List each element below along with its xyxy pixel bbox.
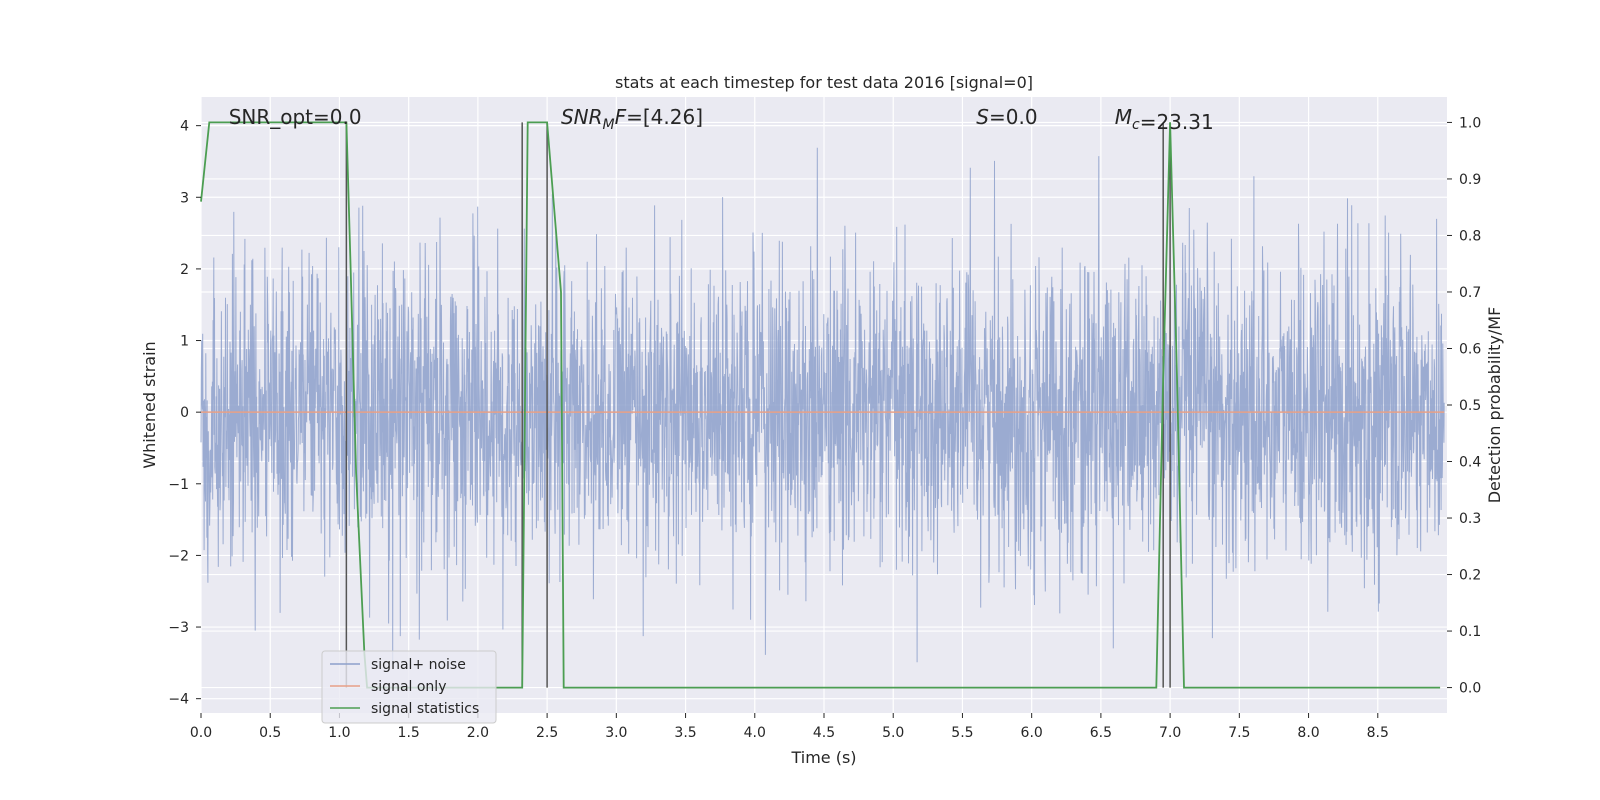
x-tick-label: 7.5 xyxy=(1228,725,1250,741)
x-tick-label: 5.5 xyxy=(951,725,973,741)
annotation-label: SNR_opt=0.0 xyxy=(229,105,362,129)
x-tick-label: 6.5 xyxy=(1090,725,1112,741)
y2-tick-label: 0.5 xyxy=(1459,398,1481,414)
y2-tick-label: 0.0 xyxy=(1459,681,1481,697)
x-axis-label: Time (s) xyxy=(790,748,856,767)
x-tick-label: 4.5 xyxy=(813,725,835,741)
y2-tick-label: 1.0 xyxy=(1459,115,1481,131)
y-tick-label: −1 xyxy=(168,477,189,493)
legend-box xyxy=(321,650,497,724)
legend-label-noise: signal+ noise xyxy=(371,657,466,673)
y2-tick-label: 0.8 xyxy=(1459,228,1481,244)
y2-tick-label: 0.3 xyxy=(1459,511,1481,527)
x-tick-label: 6.0 xyxy=(1021,725,1043,741)
noise-series xyxy=(200,147,1445,665)
ticks: 0.0 0.5 1.0 1.5 2.0 2.5 3.0 3.5 4.0 4.5 5.0 5.5 6.0 6… xyxy=(168,115,1481,741)
y-tick-label: 1 xyxy=(180,334,189,350)
annotations: SNR_opt=0.0 SNRMF=[4.26] S=0.0 Mc=23.31 xyxy=(229,105,1214,134)
x-tick-label: 1.0 xyxy=(328,725,350,741)
y-tick-label: −2 xyxy=(168,548,189,564)
y2-tick-label: 0.6 xyxy=(1459,341,1481,357)
x-tick-label: 8.0 xyxy=(1297,725,1319,741)
y2-tick-label: 0.4 xyxy=(1459,455,1481,471)
y2-tick-label: 0.2 xyxy=(1459,568,1481,584)
x-tick-label: 2.5 xyxy=(536,725,558,741)
x-tick-label: 0.0 xyxy=(190,725,212,741)
statistics-line xyxy=(200,121,1441,689)
y2-tick-label: 0.7 xyxy=(1459,285,1481,301)
x-tick-label: 0.5 xyxy=(259,725,281,741)
y-tick-label: −4 xyxy=(168,692,189,708)
y2-tick-label: 0.1 xyxy=(1459,624,1481,640)
grid xyxy=(200,97,1447,713)
x-tick-label: 3.0 xyxy=(605,725,627,741)
annotation-label: Mc=23.31 xyxy=(1115,105,1214,134)
y-tick-label: 4 xyxy=(180,119,189,135)
noise-line xyxy=(200,147,1445,665)
y-axis-label: Whitened strain xyxy=(140,341,159,468)
x-tick-label: 1.5 xyxy=(398,725,420,741)
x-tick-label: 4.0 xyxy=(744,725,766,741)
x-tick-label: 8.5 xyxy=(1367,725,1389,741)
legend-label-statistics: signal statistics xyxy=(371,701,479,717)
y-tick-label: 0 xyxy=(180,405,189,421)
legend-label-signal-only: signal only xyxy=(371,679,446,695)
x-tick-label: 7.0 xyxy=(1159,725,1181,741)
y2-axis-label: Detection probability/MF xyxy=(1485,307,1504,504)
y-tick-label: −3 xyxy=(168,620,189,636)
y-tick-label: 3 xyxy=(180,190,189,206)
legend: signal+ noise signal only signal statist… xyxy=(321,650,497,724)
annotation-label: SNRMF=[4.26] xyxy=(561,105,703,133)
annotation-label: S=0.0 xyxy=(976,105,1037,129)
chart-title: stats at each timestep for test data 201… xyxy=(615,73,1033,92)
x-tick-label: 2.0 xyxy=(467,725,489,741)
x-tick-label: 5.0 xyxy=(882,725,904,741)
signal-statistics-series xyxy=(200,121,1441,689)
x-tick-label: 3.5 xyxy=(674,725,696,741)
y2-tick-label: 0.9 xyxy=(1459,172,1481,188)
y-tick-label: 2 xyxy=(180,262,189,278)
